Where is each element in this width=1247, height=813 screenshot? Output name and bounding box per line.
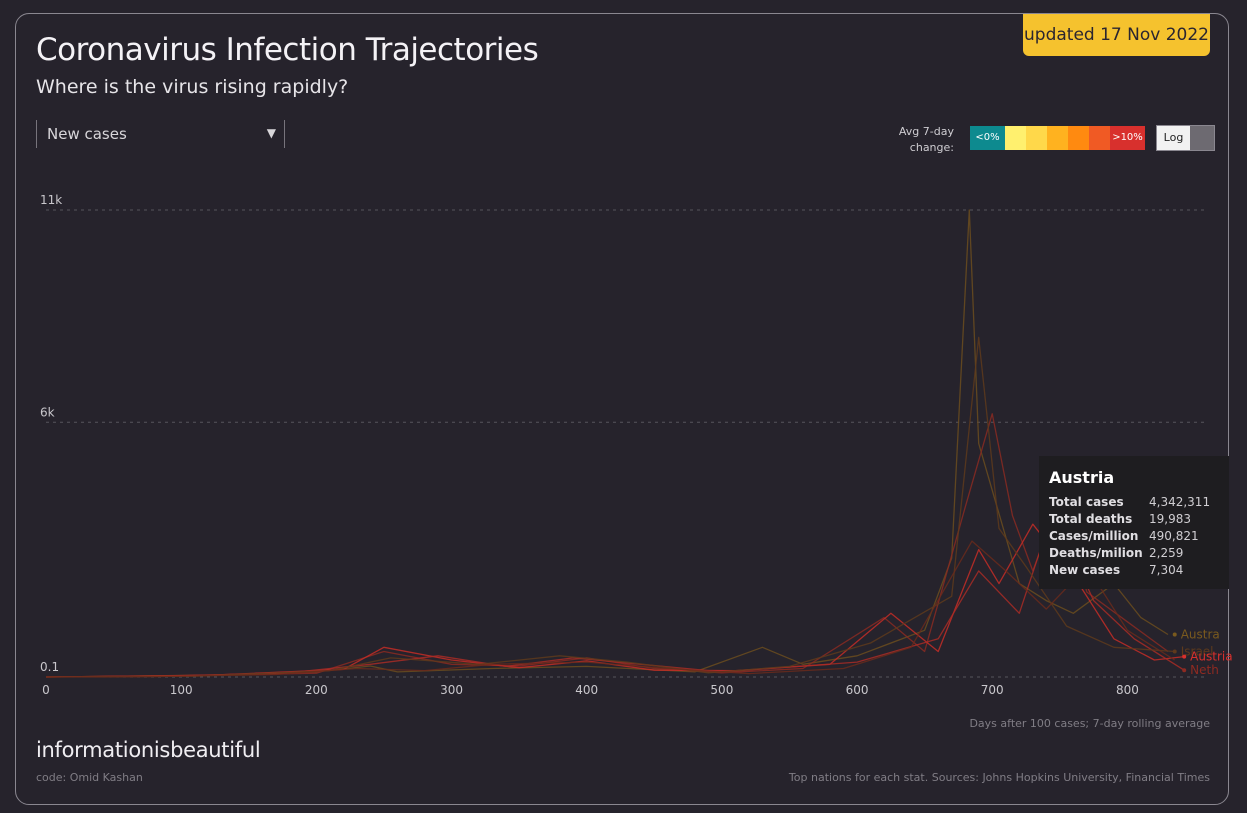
tooltip-row: New cases 7,304 <box>1049 563 1219 580</box>
series-line-2[interactable] <box>45 523 1185 678</box>
country-tooltip: Austria Total cases 4,342,311 Total deaths… <box>1039 456 1229 589</box>
tooltip-row-label: New cases <box>1049 563 1121 577</box>
x-tick-label: 400 <box>575 683 598 697</box>
series-line-5[interactable] <box>45 540 1176 678</box>
tooltip-row-label: Total deaths <box>1049 512 1133 526</box>
updated-badge: updated 17 Nov 2022 <box>1023 14 1210 56</box>
end-label[interactable]: Israel <box>1181 645 1214 659</box>
x-tick-label: 100 <box>170 683 193 697</box>
page-subtitle: Where is the virus rising rapidly? <box>36 76 349 98</box>
series-line-3[interactable] <box>45 510 1185 678</box>
y-tick-label: 6k <box>40 405 55 419</box>
tooltip-row: Total deaths 19,983 <box>1049 512 1219 529</box>
tooltip-country: Austria <box>1049 468 1115 487</box>
avg-change-label: Avg 7-day change: <box>880 124 954 156</box>
series-line-0[interactable] <box>45 209 1169 678</box>
end-label-dot <box>1172 632 1177 637</box>
legend-swatch-6: >10% <box>1110 126 1145 150</box>
tooltip-row-label: Cases/million <box>1049 529 1139 543</box>
tooltip-row-value: 7,304 <box>1149 563 1184 577</box>
chart-frame <box>15 13 1229 805</box>
change-color-legend: <0% >10% <box>970 126 1145 150</box>
tooltip-row-value: 2,259 <box>1149 546 1184 560</box>
series-line-1[interactable] <box>45 413 1169 678</box>
x-tick-label: 800 <box>1116 683 1139 697</box>
brand-logo[interactable]: informationisbeautiful <box>36 738 261 762</box>
tooltip-row: Total cases 4,342,311 <box>1049 495 1219 512</box>
tooltip-row-value: 490,821 <box>1149 529 1199 543</box>
legend-swatch-1 <box>1005 126 1026 150</box>
tooltip-row-value: 4,342,311 <box>1149 495 1211 509</box>
end-label-dot <box>1172 649 1177 654</box>
legend-swatch-2 <box>1026 126 1047 150</box>
tooltip-row: Cases/million 490,821 <box>1049 529 1219 546</box>
log-toggle-label: Log <box>1157 126 1190 150</box>
legend-swatch-5 <box>1089 126 1110 150</box>
tooltip-row-label: Total cases <box>1049 495 1124 509</box>
legend-swatch-4 <box>1068 126 1089 150</box>
legend-swatch-3 <box>1047 126 1068 150</box>
chevron-down-icon: ▼ <box>266 126 276 140</box>
end-label[interactable]: Neth <box>1190 663 1219 677</box>
end-label[interactable]: Austria <box>1190 650 1232 664</box>
end-label[interactable]: Austra <box>1181 628 1220 642</box>
x-tick-label: 600 <box>846 683 869 697</box>
end-label-dot <box>1182 654 1187 659</box>
stat-select-value: New cases <box>47 125 127 143</box>
tooltip-row-value: 19,983 <box>1149 512 1191 526</box>
y-tick-label: 11k <box>40 193 62 207</box>
log-toggle-knob <box>1190 126 1214 150</box>
axis-note: Days after 100 cases; 7-day rolling aver… <box>969 717 1210 730</box>
log-toggle[interactable]: Log <box>1156 125 1215 151</box>
x-tick-label: 300 <box>440 683 463 697</box>
avg-change-label-line1: Avg 7-day <box>898 125 954 138</box>
page-title: Coronavirus Infection Trajectories <box>36 32 539 68</box>
y-tick-label: 0.1 <box>40 660 59 674</box>
x-tick-label: 200 <box>305 683 328 697</box>
x-tick-label: 0 <box>42 683 50 697</box>
code-credit: code: Omid Kashan <box>36 771 143 784</box>
avg-change-label-line2: change: <box>909 141 954 154</box>
legend-swatch-0: <0% <box>970 126 1005 150</box>
end-label-dot <box>1182 668 1187 673</box>
sources-note: Top nations for each stat. Sources: John… <box>788 771 1210 784</box>
stat-select[interactable]: New cases ▼ <box>36 120 285 148</box>
x-tick-label: 700 <box>981 683 1004 697</box>
tooltip-row-label: Deaths/milion <box>1049 546 1143 560</box>
tooltip-row: Deaths/milion 2,259 <box>1049 546 1219 563</box>
x-tick-label: 500 <box>710 683 733 697</box>
series-line-4[interactable] <box>45 336 1175 678</box>
